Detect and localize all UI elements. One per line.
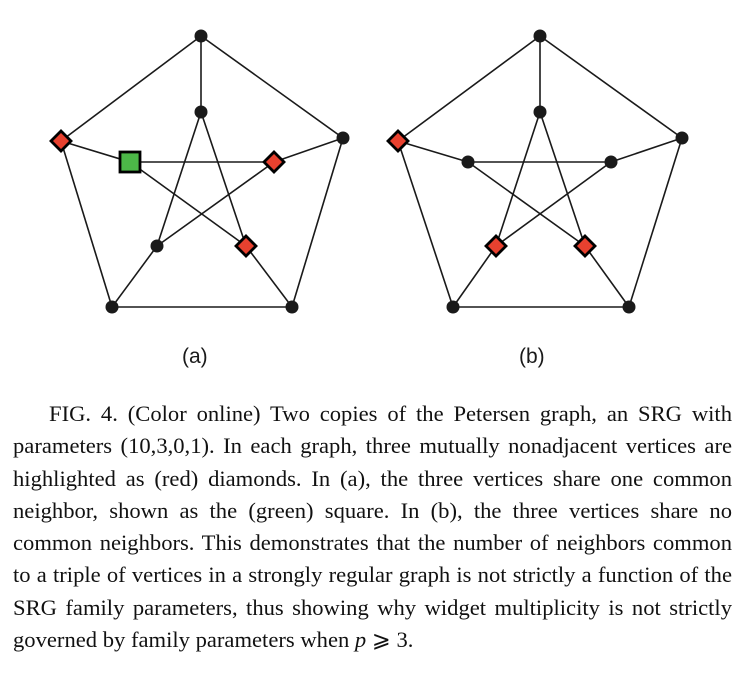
graph-edge xyxy=(200,111,247,247)
diamond-vertex xyxy=(49,129,73,153)
caption-text: FIG. 4. (Color online) Two copies of the… xyxy=(13,401,732,653)
graph-edge xyxy=(60,35,202,142)
graph-edge xyxy=(584,245,630,308)
graph-edge xyxy=(129,161,247,247)
graph-vertex xyxy=(336,131,350,145)
graph-edge xyxy=(397,140,454,308)
graph-vertex xyxy=(533,29,547,43)
caption-variable: p xyxy=(354,627,367,653)
panel-label-b: (b) xyxy=(519,345,545,368)
graph-edge xyxy=(273,137,344,163)
graph-edge xyxy=(60,140,113,308)
graph-edge xyxy=(60,140,131,163)
graph-edge xyxy=(156,111,202,247)
square-vertex xyxy=(118,150,142,174)
graph-edge xyxy=(397,140,469,163)
diamond-vertex xyxy=(234,234,258,258)
graph-vertex xyxy=(446,300,460,314)
figure-caption: FIG. 4. (Color online) Two copies of the… xyxy=(13,398,732,656)
petersen-graph-a xyxy=(49,29,350,314)
graph-vertex xyxy=(105,300,119,314)
graph-edge xyxy=(539,35,683,139)
panel-label-a: (a) xyxy=(182,345,208,368)
graph-edge xyxy=(467,161,586,247)
graph-vertex xyxy=(533,105,547,119)
graph-edge xyxy=(495,161,612,247)
graph-edge xyxy=(291,137,344,308)
petersen-graph-b xyxy=(386,29,689,314)
graph-vertex xyxy=(622,300,636,314)
graph-edge xyxy=(495,111,541,247)
graph-vertex xyxy=(150,239,164,253)
diamond-vertex xyxy=(386,129,410,153)
graph-edge xyxy=(156,161,275,247)
graph-vertex xyxy=(604,155,618,169)
graph-edge xyxy=(111,245,158,308)
graph-edge xyxy=(200,35,344,139)
graph-edge xyxy=(628,137,683,308)
graph-vertex xyxy=(194,29,208,43)
graph-vertex xyxy=(194,105,208,119)
graph-edge xyxy=(397,35,541,142)
graph-edge xyxy=(452,245,497,308)
graph-vertex xyxy=(461,155,475,169)
graph-vertex xyxy=(285,300,299,314)
caption-tail: ⩾ 3. xyxy=(366,627,414,653)
figure: (a) (b) xyxy=(49,29,689,368)
graph-edge xyxy=(610,137,683,163)
diamond-vertex xyxy=(573,234,597,258)
graph-vertex xyxy=(675,131,689,145)
diamond-vertex xyxy=(262,150,286,174)
graph-edge xyxy=(539,111,586,247)
diamond-vertex xyxy=(484,234,508,258)
graph-edge xyxy=(245,245,293,308)
